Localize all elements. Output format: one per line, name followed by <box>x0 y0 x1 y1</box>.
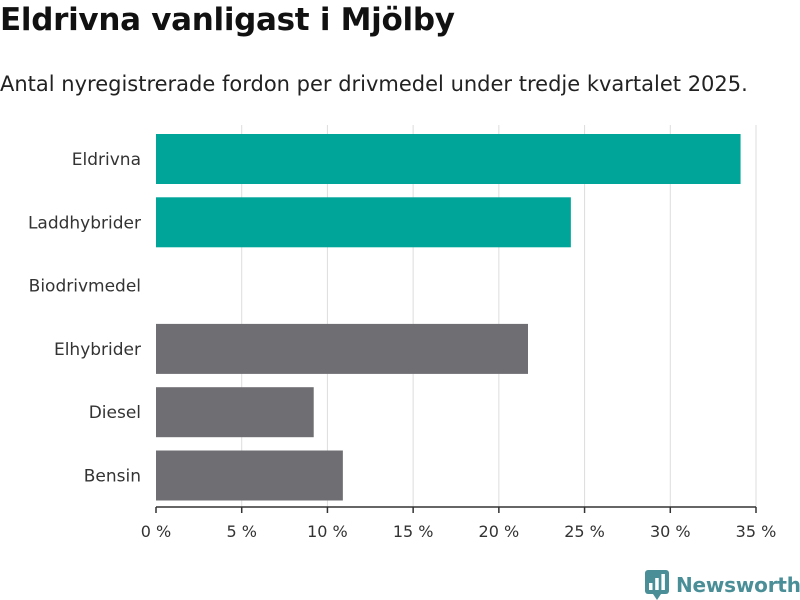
x-axis: 0 % 5 % 10 % 15 % 20 % 25 % 30 % 35 % <box>141 506 777 541</box>
bar-eldrivna <box>156 134 741 184</box>
bar-laddhybrider <box>156 197 571 248</box>
category-label: Diesel <box>89 403 141 423</box>
category-label: Bensin <box>84 467 141 487</box>
grid-lines <box>241 125 757 507</box>
newsworthy-logo-icon <box>645 570 669 600</box>
x-tick-label: 0 % <box>141 522 171 541</box>
x-tick-label: 5 % <box>226 522 256 541</box>
bars <box>156 134 741 501</box>
brand-logo: Newsworthy <box>645 570 800 600</box>
brand-name: Newsworthy <box>676 573 800 597</box>
category-label: Biodrivmedel <box>29 277 141 297</box>
x-tick-label: 20 % <box>479 522 520 541</box>
bar-elhybrider <box>156 323 528 374</box>
x-tick-label: 35 % <box>736 522 777 541</box>
x-tick-label: 25 % <box>564 522 605 541</box>
chart-title: Eldrivna vanligast i Mjölby <box>0 2 455 38</box>
bar-diesel <box>156 387 314 438</box>
category-labels: Eldrivna Laddhybrider Biodrivmedel Elhybrid… <box>28 150 141 487</box>
chart-subtitle: Antal nyregistrerade fordon per drivmede… <box>0 72 748 96</box>
category-label: Elhybrider <box>54 340 141 360</box>
x-tick-label: 10 % <box>307 522 348 541</box>
x-tick-label: 15 % <box>393 522 434 541</box>
x-tick-label: 30 % <box>650 522 691 541</box>
bar-bensin <box>156 450 343 501</box>
category-label: Eldrivna <box>72 150 141 170</box>
category-label: Laddhybrider <box>28 213 141 233</box>
